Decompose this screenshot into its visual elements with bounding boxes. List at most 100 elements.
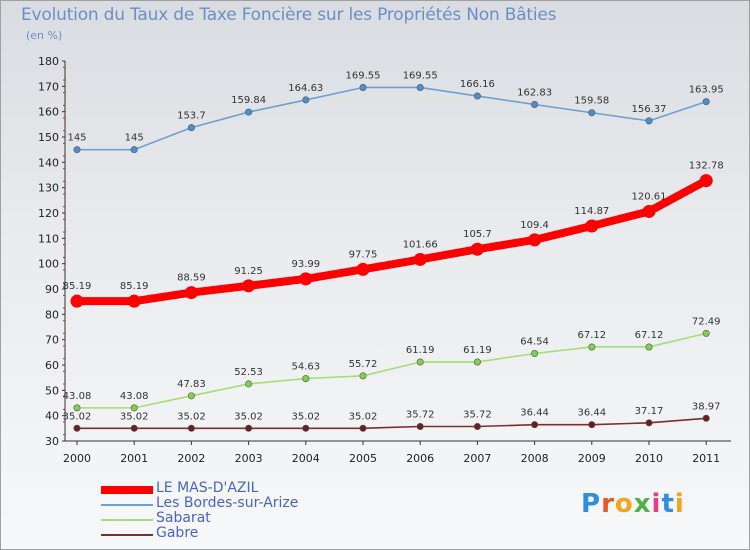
- data-point: [588, 343, 596, 351]
- data-point: [130, 424, 138, 432]
- y-tick-label: 140: [38, 156, 59, 169]
- legend-label: LE MAS-D'AZIL: [156, 480, 259, 496]
- x-tick-label: 2011: [692, 452, 720, 465]
- data-label: 36.44: [520, 408, 549, 419]
- data-label: 88.59: [177, 273, 206, 284]
- series-le-mas-d-azil: [70, 174, 713, 308]
- x-tick-label: 2002: [177, 452, 205, 465]
- y-tick-label: 130: [38, 182, 59, 195]
- data-label: 35.02: [177, 411, 206, 422]
- data-label: 43.08: [120, 391, 149, 402]
- y-tick-label: 120: [38, 207, 59, 220]
- data-label: 164.63: [288, 83, 323, 94]
- data-label: 67.12: [635, 330, 664, 341]
- y-tick-label: 40: [45, 410, 59, 423]
- data-point: [699, 174, 713, 188]
- legend-label: Les Bordes-sur-Arize: [156, 495, 299, 511]
- data-label: 145: [125, 133, 144, 144]
- y-tick-label: 110: [38, 232, 59, 245]
- data-labels-layer: 145 145 153.7 159.84 164.63 169.55 169.55 166.1…: [63, 70, 724, 422]
- series-les-bordes-sur-arize: [73, 83, 710, 154]
- data-label: 101.66: [403, 239, 438, 250]
- data-point: [187, 124, 195, 132]
- data-point: [187, 424, 195, 432]
- data-label: 91.25: [234, 266, 263, 277]
- axes: 30 40 50 60 70 80 90 100 110 120 130 140 150 160 170 18…: [38, 55, 731, 465]
- data-point: [531, 421, 539, 429]
- data-label: 61.19: [406, 345, 435, 356]
- logo-letter: i: [674, 489, 685, 519]
- data-label: 169.55: [346, 70, 381, 81]
- series-line: [76, 332, 708, 409]
- x-tick-label: 2005: [349, 452, 377, 465]
- data-point: [302, 96, 310, 104]
- logo-letter: P: [581, 489, 602, 519]
- y-tick-label: 100: [38, 258, 59, 271]
- data-point: [413, 252, 427, 266]
- data-label: 37.17: [635, 406, 664, 417]
- data-point: [585, 219, 599, 233]
- legend-swatch: [101, 486, 153, 494]
- data-label: 55.72: [349, 359, 378, 370]
- data-point: [416, 83, 424, 91]
- series-layer: [70, 83, 713, 432]
- data-point: [245, 380, 253, 388]
- data-point: [73, 404, 81, 412]
- data-label: 54.63: [291, 362, 320, 373]
- data-point: [302, 375, 310, 383]
- data-label: 97.75: [349, 249, 378, 260]
- data-label: 159.58: [574, 96, 609, 107]
- data-label: 85.19: [120, 281, 149, 292]
- data-label: 156.37: [632, 104, 667, 115]
- chart-title: Evolution du Taux de Taxe Foncière sur l…: [21, 5, 557, 25]
- data-label: 153.7: [177, 111, 206, 122]
- y-tick-label: 180: [38, 55, 59, 68]
- data-point: [473, 92, 481, 100]
- data-label: 169.55: [403, 70, 438, 81]
- data-point: [531, 100, 539, 108]
- data-label: 109.4: [520, 220, 549, 231]
- y-tick-label: 30: [45, 435, 59, 448]
- data-point: [130, 146, 138, 154]
- y-tick-label: 90: [45, 283, 59, 296]
- data-label: 132.78: [689, 161, 724, 172]
- data-label: 35.02: [291, 411, 320, 422]
- data-point: [356, 262, 370, 276]
- legend-label: Sabarat: [156, 510, 211, 526]
- y-tick-label: 150: [38, 131, 59, 144]
- data-point: [127, 294, 141, 308]
- logo-letter: t: [661, 489, 675, 519]
- data-point: [642, 204, 656, 218]
- data-point: [245, 108, 253, 116]
- data-point: [473, 358, 481, 366]
- legend-swatch: [101, 534, 153, 536]
- data-label: 35.02: [234, 411, 263, 422]
- x-tick-label: 2009: [578, 452, 606, 465]
- data-point: [184, 286, 198, 300]
- x-tick-label: 2008: [521, 452, 549, 465]
- y-tick-label: 80: [45, 308, 59, 321]
- x-tick-label: 2010: [635, 452, 663, 465]
- x-tick-label: 2001: [120, 452, 148, 465]
- data-label: 114.87: [574, 206, 609, 217]
- data-point: [359, 83, 367, 91]
- data-point: [73, 424, 81, 432]
- data-point: [702, 329, 710, 337]
- series-line: [76, 86, 708, 151]
- data-point: [245, 424, 253, 432]
- data-point: [130, 404, 138, 412]
- legend-label: Gabre: [156, 525, 199, 541]
- legend-swatch: [101, 504, 153, 506]
- data-label: 36.44: [577, 408, 606, 419]
- data-label: 35.72: [463, 410, 492, 421]
- data-point: [242, 279, 256, 293]
- data-point: [645, 117, 653, 125]
- data-point: [645, 343, 653, 351]
- series-sabarat: [73, 329, 710, 412]
- series-line: [76, 417, 708, 430]
- data-label: 35.02: [120, 411, 149, 422]
- data-label: 38.97: [692, 401, 721, 412]
- y-tick-label: 50: [45, 384, 59, 397]
- x-tick-label: 2003: [235, 452, 263, 465]
